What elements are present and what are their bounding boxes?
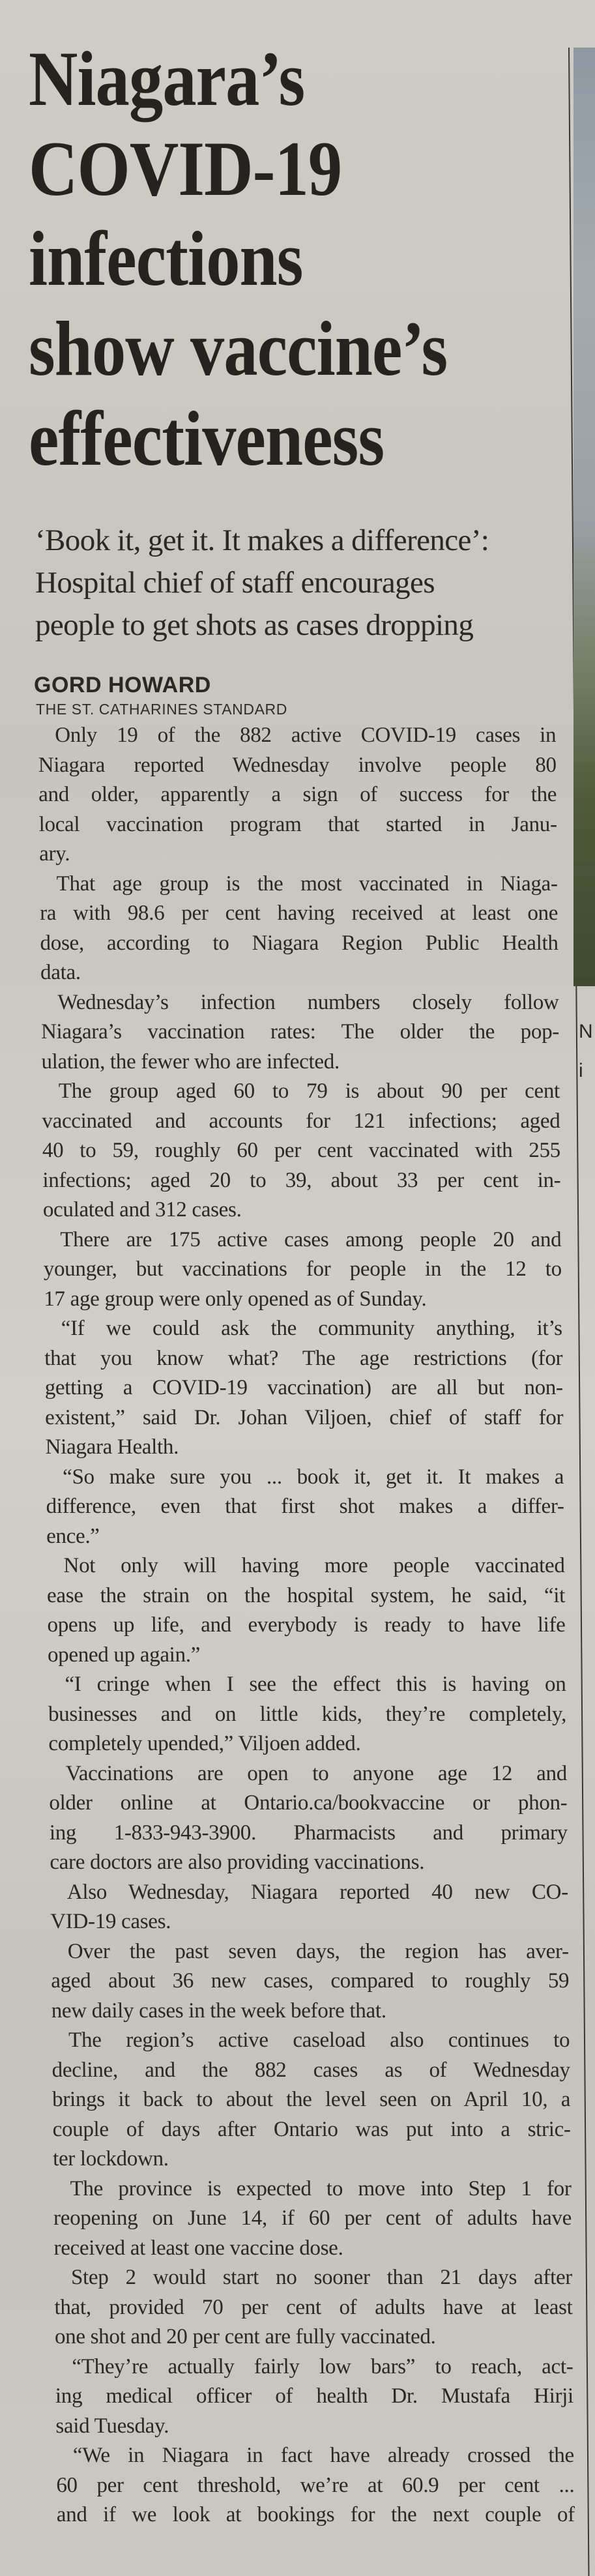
paragraph-line: data. xyxy=(40,961,81,984)
paragraph-line: opened up again.” xyxy=(47,1643,201,1667)
paragraph-line: existent,” said Dr. Johan Viljoen, chief… xyxy=(45,1405,564,1429)
headline-line: infections xyxy=(29,215,303,302)
headline-line: COVID-19 xyxy=(29,125,342,212)
paragraph-line: dose, according to Niagara Region Public… xyxy=(40,931,559,955)
paragraph: The province is expected to move into St… xyxy=(53,2174,572,2264)
paragraph-line: that you know what? The age restrictions… xyxy=(44,1346,563,1370)
paragraph-line: businesses and on little kids, they’re c… xyxy=(48,1702,567,1726)
paragraph: Step 2 would start no sooner than 21 day… xyxy=(54,2263,573,2352)
paragraph-line: aged about 36 new cases, compared to rou… xyxy=(51,1969,570,1993)
paragraph-line: Niagara reported Wednesday involve peopl… xyxy=(38,753,557,777)
byline-source: THE ST. CATHARINES STANDARD xyxy=(36,701,287,718)
paragraph-line: oculated and 312 cases. xyxy=(42,1198,242,1222)
paragraph-line: Step 2 would start no sooner than 21 day… xyxy=(70,2266,573,2289)
paragraph-line: 17 age group were only opened as of Sund… xyxy=(44,1287,427,1311)
paragraph: There are 175 active cases among people … xyxy=(43,1225,562,1315)
paragraph-line: There are 175 active cases among people … xyxy=(60,1227,562,1251)
paragraph-line: decline, and the 882 cases as of Wednesd… xyxy=(51,2058,570,2082)
paragraph-line: opens up life, and everybody is ready to… xyxy=(47,1613,566,1637)
paragraph-line: The province is expected to move into St… xyxy=(70,2176,572,2201)
paragraph: “We in Niagara in fact have already cros… xyxy=(56,2441,575,2530)
paragraph-line: “I cringe when I see the effect this is … xyxy=(65,1673,566,1696)
paragraph: That age group is the most vaccinated in… xyxy=(39,870,559,988)
paragraph-line: vaccinated and accounts for 121 infectio… xyxy=(42,1109,560,1133)
paragraph-line: ing 1-833-943-3900. Pharmacists and prim… xyxy=(49,1821,568,1845)
headline-line: show vaccine’s xyxy=(29,305,448,392)
paragraph-line: 60 per cent threshold, we’re at 60.9 per… xyxy=(56,2473,575,2497)
byline-author: GORD HOWARD xyxy=(34,673,211,697)
headline-line: Niagara’s xyxy=(29,35,305,122)
paragraph-line: “If we could ask the community anything,… xyxy=(61,1317,562,1340)
paragraph-line: ter lockdown. xyxy=(52,2147,169,2171)
paragraph: Vaccinations are open to anyone age 12 a… xyxy=(49,1759,568,1878)
paragraph-line: Not only will having more people vaccina… xyxy=(63,1554,565,1577)
subheadline-line: ‘Book it, get it. It makes a difference’… xyxy=(35,523,489,557)
paragraph: “So make sure you ... book it, get it. I… xyxy=(46,1463,564,1552)
paragraph-line: care doctors are also providing vaccinat… xyxy=(50,1851,425,1874)
paragraph: “I cringe when I see the effect this is … xyxy=(48,1670,566,1759)
paragraph-line: local vaccination program that started i… xyxy=(38,812,557,836)
paragraph-line: difference, even that first shot makes a… xyxy=(46,1495,564,1518)
adjacent-photo xyxy=(573,48,595,986)
paragraph-line: Also Wednesday, Niagara reported 40 new … xyxy=(66,1880,569,1904)
paragraph-line: reopening on June 14, if 60 per cent of … xyxy=(53,2206,572,2230)
article-body: Only 19 of the 882 active COVID-19 cases… xyxy=(38,721,575,2530)
paragraph-line: one shot and 20 per cent are fully vacci… xyxy=(54,2325,436,2349)
paragraph-line: said Tuesday. xyxy=(55,2414,169,2438)
paragraph-line: ra with 98.6 per cent having received at… xyxy=(39,901,559,925)
paragraph-line: getting a COVID-19 vaccination) are all … xyxy=(44,1376,563,1399)
paragraph-line: “They’re actually fairly low bars” to re… xyxy=(72,2354,573,2378)
paragraph-line: ing medical officer of health Dr. Mustaf… xyxy=(55,2384,574,2408)
paragraph-line: ease the strain on the hospital system, … xyxy=(46,1583,566,1607)
adjacent-text-fragment: i xyxy=(579,1060,583,1081)
paragraph: Wednesday’s infection numbers closely fo… xyxy=(40,988,559,1077)
paragraph: “They’re actually fairly low bars” to re… xyxy=(55,2352,573,2442)
adjacent-text-fragment: N xyxy=(579,1021,593,1042)
paragraph-line: Only 19 of the 882 active COVID-19 cases… xyxy=(55,724,557,747)
subheadline: ‘Book it, get it. It makes a difference’… xyxy=(35,520,489,647)
headline-line: effectiveness xyxy=(29,395,385,482)
paragraph-line: and if we look at bookings for the next … xyxy=(56,2503,575,2526)
paragraph-line: ence.” xyxy=(46,1524,100,1548)
paragraph-line: received at least one vaccine dose. xyxy=(53,2236,343,2260)
paragraph-line: completely upended,” Viljoen added. xyxy=(48,1732,361,1755)
paragraph-line: 40 to 59, roughly 60 per cent vaccinated… xyxy=(42,1139,561,1162)
paragraph: The group aged 60 to 79 is about 90 per … xyxy=(42,1077,561,1225)
paragraph: Also Wednesday, Niagara reported 40 new … xyxy=(50,1878,569,1937)
paragraph-line: new daily cases in the week before that. xyxy=(51,1998,386,2023)
paragraph-line: Vaccinations are open to anyone age 12 a… xyxy=(65,1761,568,1785)
subheadline-line: Hospital chief of staff encourages xyxy=(35,566,435,600)
paragraph-line: brings it back to about the level seen o… xyxy=(51,2088,571,2111)
paragraph-line: “We in Niagara in fact have already cros… xyxy=(72,2444,575,2467)
paragraph-line: older online at Ontario.ca/bookvaccine o… xyxy=(49,1791,568,1815)
paragraph-line: ary. xyxy=(38,842,70,866)
subheadline-line: people to get shots as cases dropping xyxy=(35,608,474,642)
paragraph-line: ulation, the fewer who are infected. xyxy=(41,1049,340,1074)
paragraph-line: that, provided 70 per cent of adults hav… xyxy=(54,2295,573,2319)
paragraph: “If we could ask the community anything,… xyxy=(44,1314,564,1463)
paragraph: The region’s active caseload also contin… xyxy=(51,2026,571,2174)
paragraph-line: Wednesday’s infection numbers closely fo… xyxy=(57,990,559,1014)
paragraph-line: and older, apparently a sign of success … xyxy=(38,783,557,806)
paragraph: Only 19 of the 882 active COVID-19 cases… xyxy=(38,721,557,870)
paragraph-line: The region’s active caseload also contin… xyxy=(68,2028,570,2052)
paragraph-line: couple of days after Ontario was put int… xyxy=(52,2117,571,2141)
paragraph: Not only will having more people vaccina… xyxy=(46,1551,566,1670)
paragraph-line: Niagara’s vaccination rates: The older t… xyxy=(40,1020,560,1044)
paragraph-line: Niagara Health. xyxy=(45,1435,179,1459)
headline: Niagara’s COVID-19 infections show vacci… xyxy=(29,34,448,484)
paragraph-line: younger, but vaccinations for people in … xyxy=(43,1257,562,1281)
paragraph-line: The group aged 60 to 79 is about 90 per … xyxy=(58,1079,560,1103)
paragraph-line: “So make sure you ... book it, get it. I… xyxy=(62,1465,564,1489)
paragraph: Over the past seven days, the region has… xyxy=(51,1937,570,2027)
paragraph-line: infections; aged 20 to 39, about 33 per … xyxy=(42,1168,561,1192)
paragraph-line: Over the past seven days, the region has… xyxy=(67,1939,569,1963)
paragraph-line: VID-19 cases. xyxy=(50,1910,171,1933)
paragraph-line: That age group is the most vaccinated in… xyxy=(56,871,558,896)
